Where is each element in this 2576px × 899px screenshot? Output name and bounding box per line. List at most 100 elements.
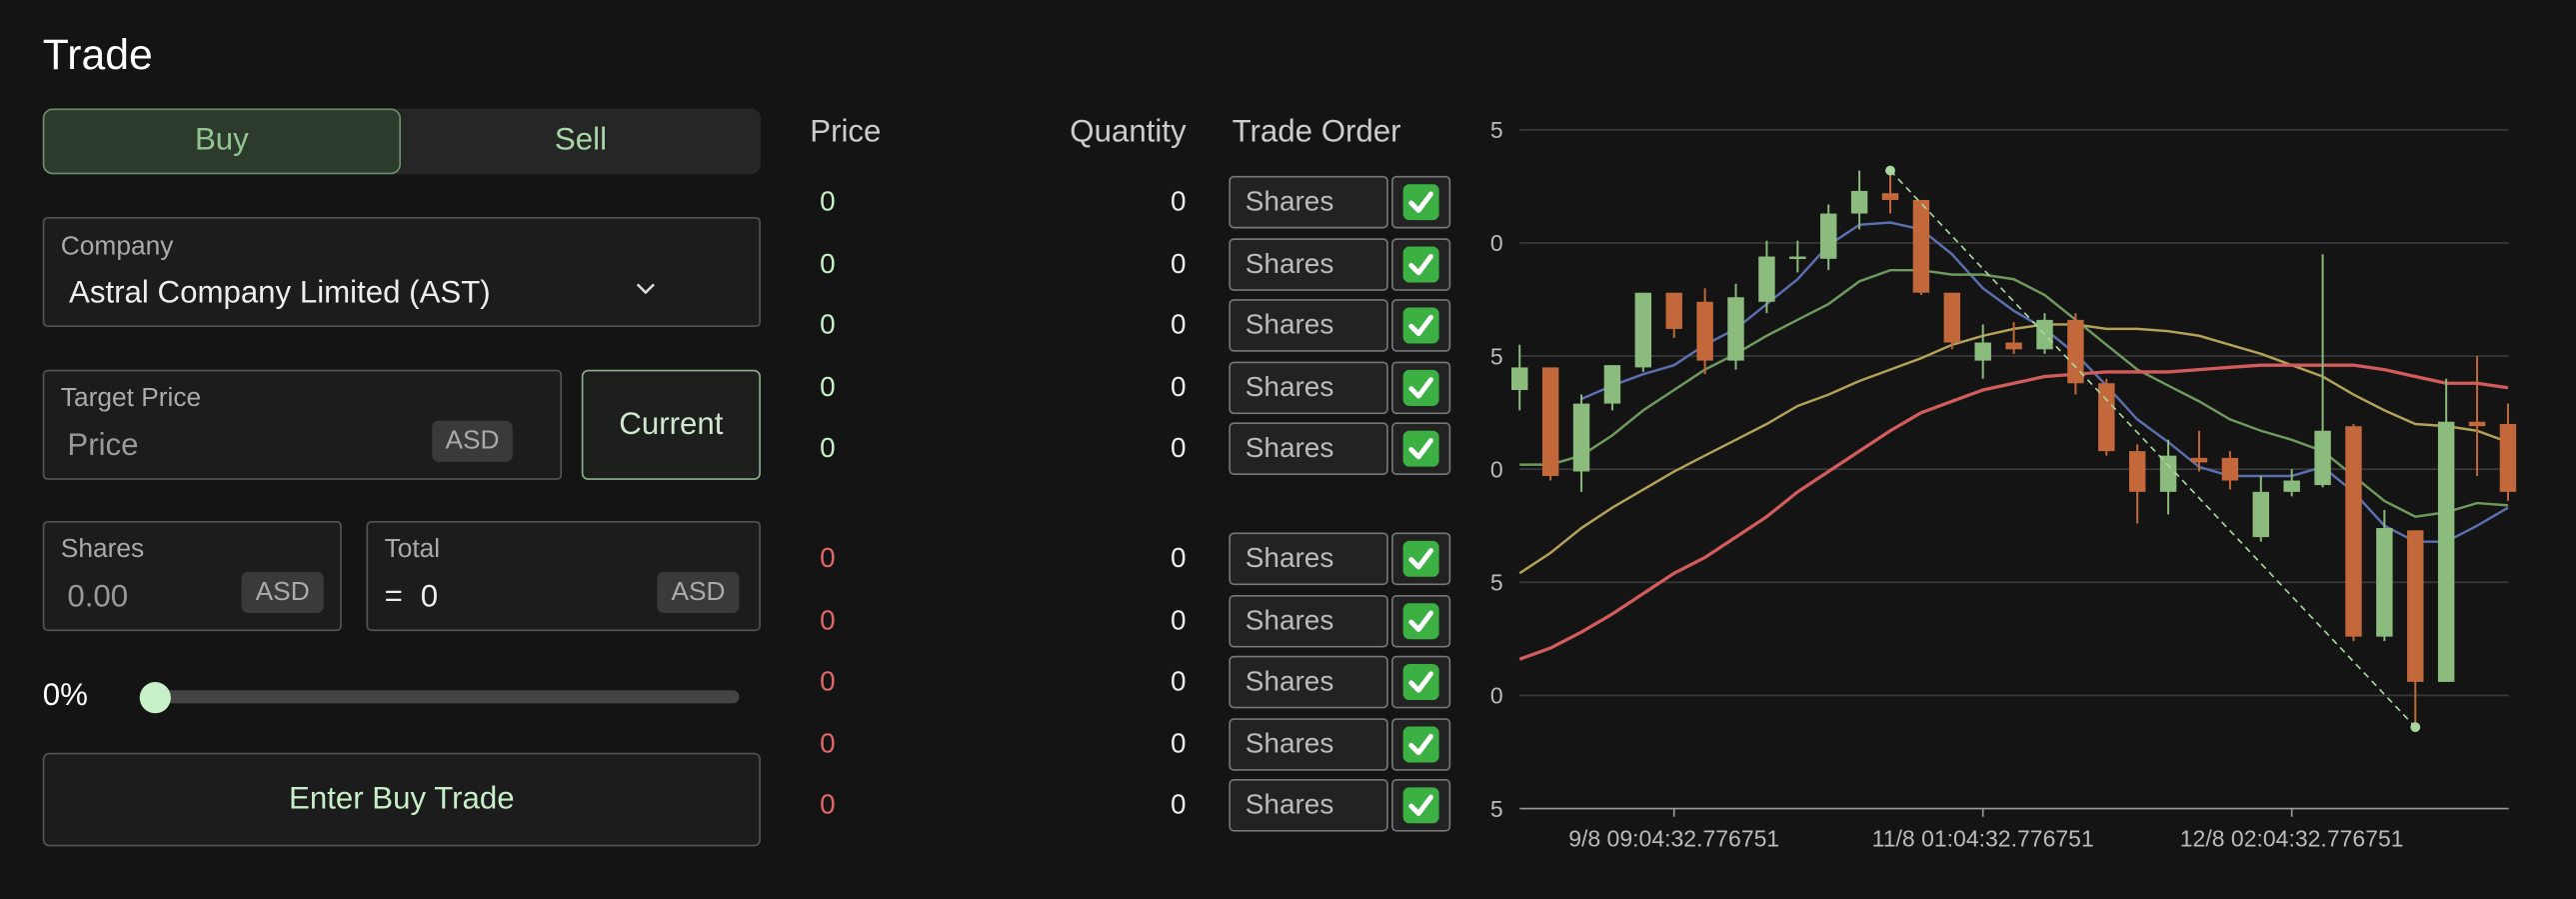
confirm-checkbox[interactable] (1391, 594, 1451, 647)
y-tick-label: 5 (1490, 796, 1503, 822)
candle-body (1758, 256, 1775, 302)
confirm-checkbox[interactable] (1391, 656, 1451, 709)
submit-button[interactable]: Enter Buy Trade (42, 752, 761, 847)
candle-body (1665, 292, 1682, 329)
total-input[interactable]: Total = 0 ASD (366, 520, 761, 632)
check-icon (1402, 184, 1439, 221)
shares-input[interactable]: Shares 0.00 ASD (42, 520, 342, 632)
candle-body (2159, 455, 2177, 492)
candle-body (1850, 190, 1868, 214)
y-tick-label: 5 (1490, 570, 1503, 596)
order-quantity: 0 (1171, 604, 1187, 636)
trend-point (2410, 722, 2421, 733)
currency-badge: ASD (241, 571, 324, 614)
unit-select[interactable]: Shares (1229, 299, 1388, 353)
confirm-checkbox[interactable] (1391, 361, 1451, 414)
order-quantity: 0 (1171, 727, 1187, 759)
total-value: 0 (420, 580, 439, 615)
order-quantity: 0 (1171, 542, 1187, 574)
y-tick-label: 5 (1490, 117, 1503, 143)
buy-tab[interactable]: Buy (42, 108, 402, 175)
confirm-checkbox[interactable] (1391, 175, 1451, 229)
candle-body (1819, 213, 1837, 259)
candle-body (2190, 457, 2208, 463)
unit-select[interactable]: Shares (1229, 656, 1388, 709)
candle-body (2221, 457, 2239, 481)
moving-average-line (1580, 221, 2509, 543)
current-button[interactable]: Current (581, 369, 761, 480)
chevron-icon (636, 283, 655, 295)
candle-body (1572, 403, 1590, 472)
order-quantity: 0 (1171, 432, 1187, 465)
candle-body (1912, 199, 1930, 293)
side-toggle: Buy Sell (42, 108, 761, 175)
x-tick-label: 12/8 02:04:32.776751 (2180, 825, 2404, 851)
candle-body (1541, 367, 1559, 477)
slider-track[interactable] (154, 690, 740, 704)
confirm-checkbox[interactable] (1391, 717, 1451, 771)
unit-select[interactable]: Shares (1229, 532, 1388, 586)
candle-body (2499, 423, 2517, 492)
candle-body (1696, 301, 1713, 361)
order-quantity: 0 (1171, 309, 1187, 341)
order-quantity: 0 (1171, 789, 1187, 821)
column-header: Price (810, 115, 882, 150)
x-tick-label: 11/8 01:04:32.776751 (1872, 825, 2094, 851)
candle-body (1789, 256, 1806, 260)
confirm-checkbox[interactable] (1391, 299, 1451, 353)
order-quantity: 0 (1171, 185, 1187, 217)
order-price: 0 (820, 665, 836, 698)
unit-select[interactable]: Shares (1229, 717, 1388, 771)
check-icon (1402, 431, 1439, 468)
check-icon (1402, 307, 1439, 344)
candle-body (1881, 193, 1899, 200)
unit-select[interactable]: Shares (1229, 423, 1388, 476)
candle-body (1603, 365, 1621, 404)
confirm-checkbox[interactable] (1391, 532, 1451, 586)
unit-select[interactable]: Shares (1229, 237, 1388, 291)
slider-thumb[interactable] (139, 682, 171, 714)
moving-average-line (1519, 268, 2509, 518)
candle-body (2468, 421, 2486, 427)
unit-select[interactable]: Shares (1229, 175, 1388, 229)
unit-select[interactable]: Shares (1229, 594, 1388, 647)
check-icon (1402, 664, 1439, 701)
currency-badge: ASD (432, 420, 513, 462)
unit-select[interactable]: Shares (1229, 361, 1388, 414)
candle-body (1943, 292, 1961, 343)
unit-select[interactable]: Shares (1229, 779, 1388, 833)
candle-body (2128, 451, 2146, 492)
y-tick-label: 0 (1490, 456, 1503, 482)
confirm-checkbox[interactable] (1391, 779, 1451, 833)
field-label: Shares (60, 535, 145, 564)
placeholder: 0.00 (67, 580, 129, 615)
candle-body (1634, 292, 1652, 368)
trend-point (1885, 165, 1895, 176)
confirm-checkbox[interactable] (1391, 423, 1451, 476)
order-price: 0 (820, 727, 836, 759)
order-quantity: 0 (1171, 371, 1187, 403)
order-price: 0 (820, 185, 836, 217)
trend-line (1889, 169, 2416, 728)
check-icon (1402, 726, 1439, 763)
candle-body (2005, 342, 2022, 350)
order-price: 0 (820, 604, 836, 636)
field-label: Company (60, 233, 174, 262)
company-select[interactable]: Company Astral Company Limited (AST) (42, 216, 761, 328)
confirm-checkbox[interactable] (1391, 237, 1451, 291)
order-price: 0 (820, 542, 836, 574)
x-tick-label: 9/8 09:04:32.776751 (1568, 825, 1779, 851)
slider-label: 0% (42, 678, 88, 714)
company-value: Astral Company Limited (AST) (69, 276, 491, 311)
field-label: Total (384, 535, 441, 564)
y-tick-label: 0 (1490, 230, 1503, 256)
candle-body (2345, 426, 2362, 637)
candle-body (2376, 528, 2393, 637)
sell-tab[interactable]: Sell (554, 123, 608, 158)
check-icon (1402, 602, 1439, 639)
order-price: 0 (820, 432, 836, 465)
check-icon (1402, 369, 1439, 406)
target-price-input[interactable]: Target Price Price ASD (42, 369, 563, 480)
